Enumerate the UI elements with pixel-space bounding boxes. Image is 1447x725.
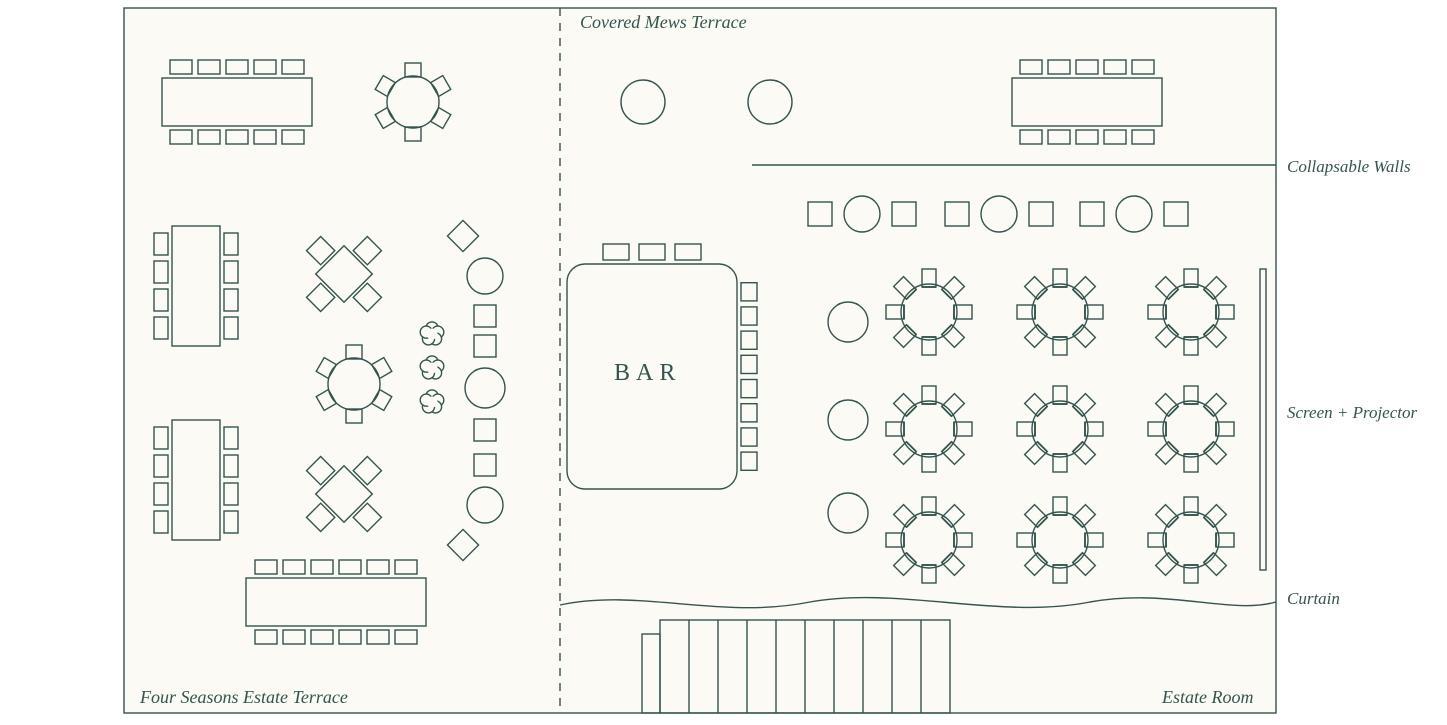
label-four-seasons: Four Seasons Estate Terrace	[139, 687, 348, 707]
side-label: Curtain	[1287, 589, 1340, 608]
side-label: Screen + Projector	[1287, 403, 1417, 422]
label-estate-room: Estate Room	[1161, 687, 1254, 707]
floor-plan: Covered Mews Terrace Four Seasons Estate …	[0, 0, 1447, 725]
side-label: Collapsable Walls	[1287, 157, 1411, 176]
label-covered-mews: Covered Mews Terrace	[580, 12, 747, 32]
bar-label: BAR	[614, 360, 681, 386]
